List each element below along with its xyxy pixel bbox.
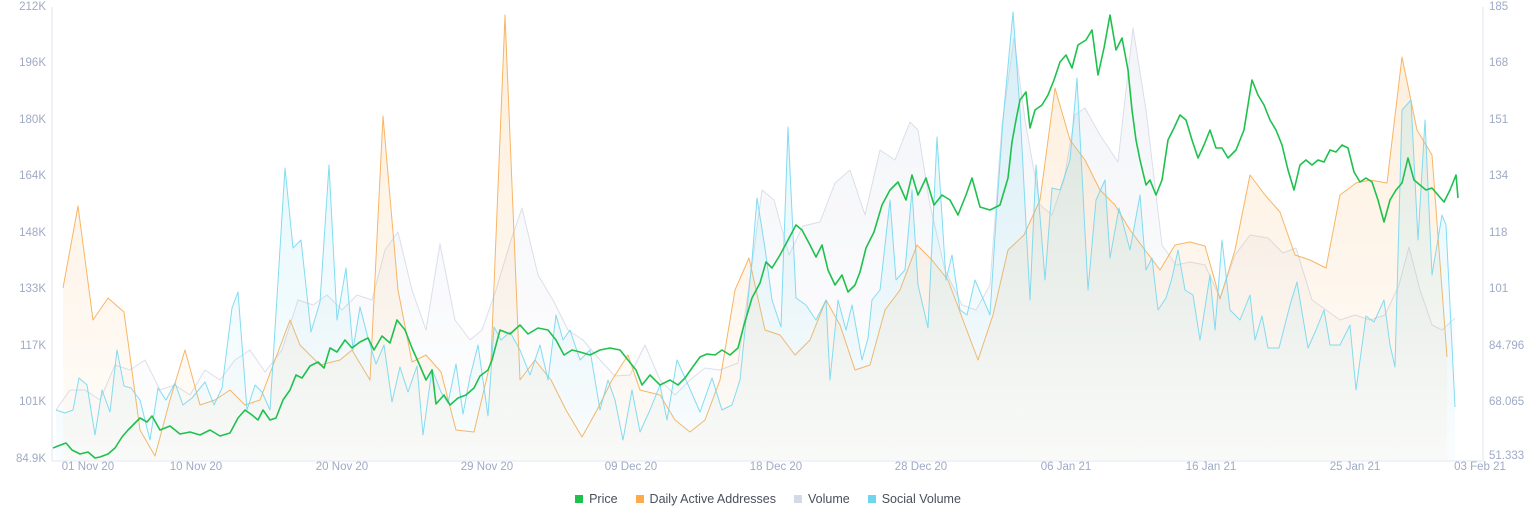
social-volume-area <box>56 12 1455 460</box>
y-right-tick: 168 <box>1489 57 1509 69</box>
x-tick: 06 Jan 21 <box>1040 461 1092 473</box>
y-right-tick: 185 <box>1489 1 1509 13</box>
x-tick: 20 Nov 20 <box>315 461 369 473</box>
y-left-tick: 148K <box>19 227 46 239</box>
legend-item-price[interactable]: Price <box>575 492 618 506</box>
y-left-tick: 196K <box>19 57 46 69</box>
x-tick: 01 Nov 20 <box>61 461 115 473</box>
y-left-tick: 180K <box>19 114 46 126</box>
legend-swatch-icon <box>575 495 584 503</box>
y-right-tick: 51.333 <box>1489 450 1525 462</box>
legend-label: Social Volume <box>881 492 961 506</box>
y-left-tick: 117K <box>19 340 46 352</box>
y-left-tick: 101K <box>19 396 46 408</box>
legend-swatch-icon <box>867 495 876 503</box>
legend-label: Volume <box>808 492 850 506</box>
price-line <box>52 14 1459 459</box>
x-tick: 18 Dec 20 <box>749 461 803 473</box>
y-left-tick: 164K <box>19 170 46 182</box>
x-tick: 29 Nov 20 <box>460 461 514 473</box>
legend-swatch-icon <box>635 495 644 503</box>
legend-item-volume[interactable]: Volume <box>794 492 850 506</box>
y-right-tick: 84.796 <box>1489 340 1525 352</box>
y-right-tick: 134 <box>1489 170 1509 182</box>
x-tick: 28 Dec 20 <box>894 461 948 473</box>
legend-label: Price <box>589 492 618 506</box>
y-right-tick: 68.065 <box>1489 396 1525 408</box>
y-right-tick: 118 <box>1489 227 1508 239</box>
x-tick: 03 Feb 21 <box>1454 461 1506 473</box>
x-tick: 10 Nov 20 <box>169 461 223 473</box>
legend: Price Daily Active Addresses Volume Soci… <box>0 492 1536 506</box>
x-tick: 25 Jan 21 <box>1329 461 1381 473</box>
y-left-tick: 84.9K <box>15 453 46 465</box>
y-left-tick: 133K <box>19 283 46 295</box>
legend-label: Daily Active Addresses <box>649 492 776 506</box>
social-volume-line <box>55 11 1456 441</box>
legend-item-social-volume[interactable]: Social Volume <box>867 492 961 506</box>
legend-item-daily-active-addresses[interactable]: Daily Active Addresses <box>635 492 776 506</box>
legend-swatch-icon <box>794 495 802 503</box>
y-right-tick: 151 <box>1489 114 1509 126</box>
y-left-tick: 212K <box>19 1 46 13</box>
x-tick: 16 Jan 21 <box>1185 461 1237 473</box>
x-tick: 09 Dec 20 <box>604 461 658 473</box>
y-right-tick: 101 <box>1489 283 1509 295</box>
